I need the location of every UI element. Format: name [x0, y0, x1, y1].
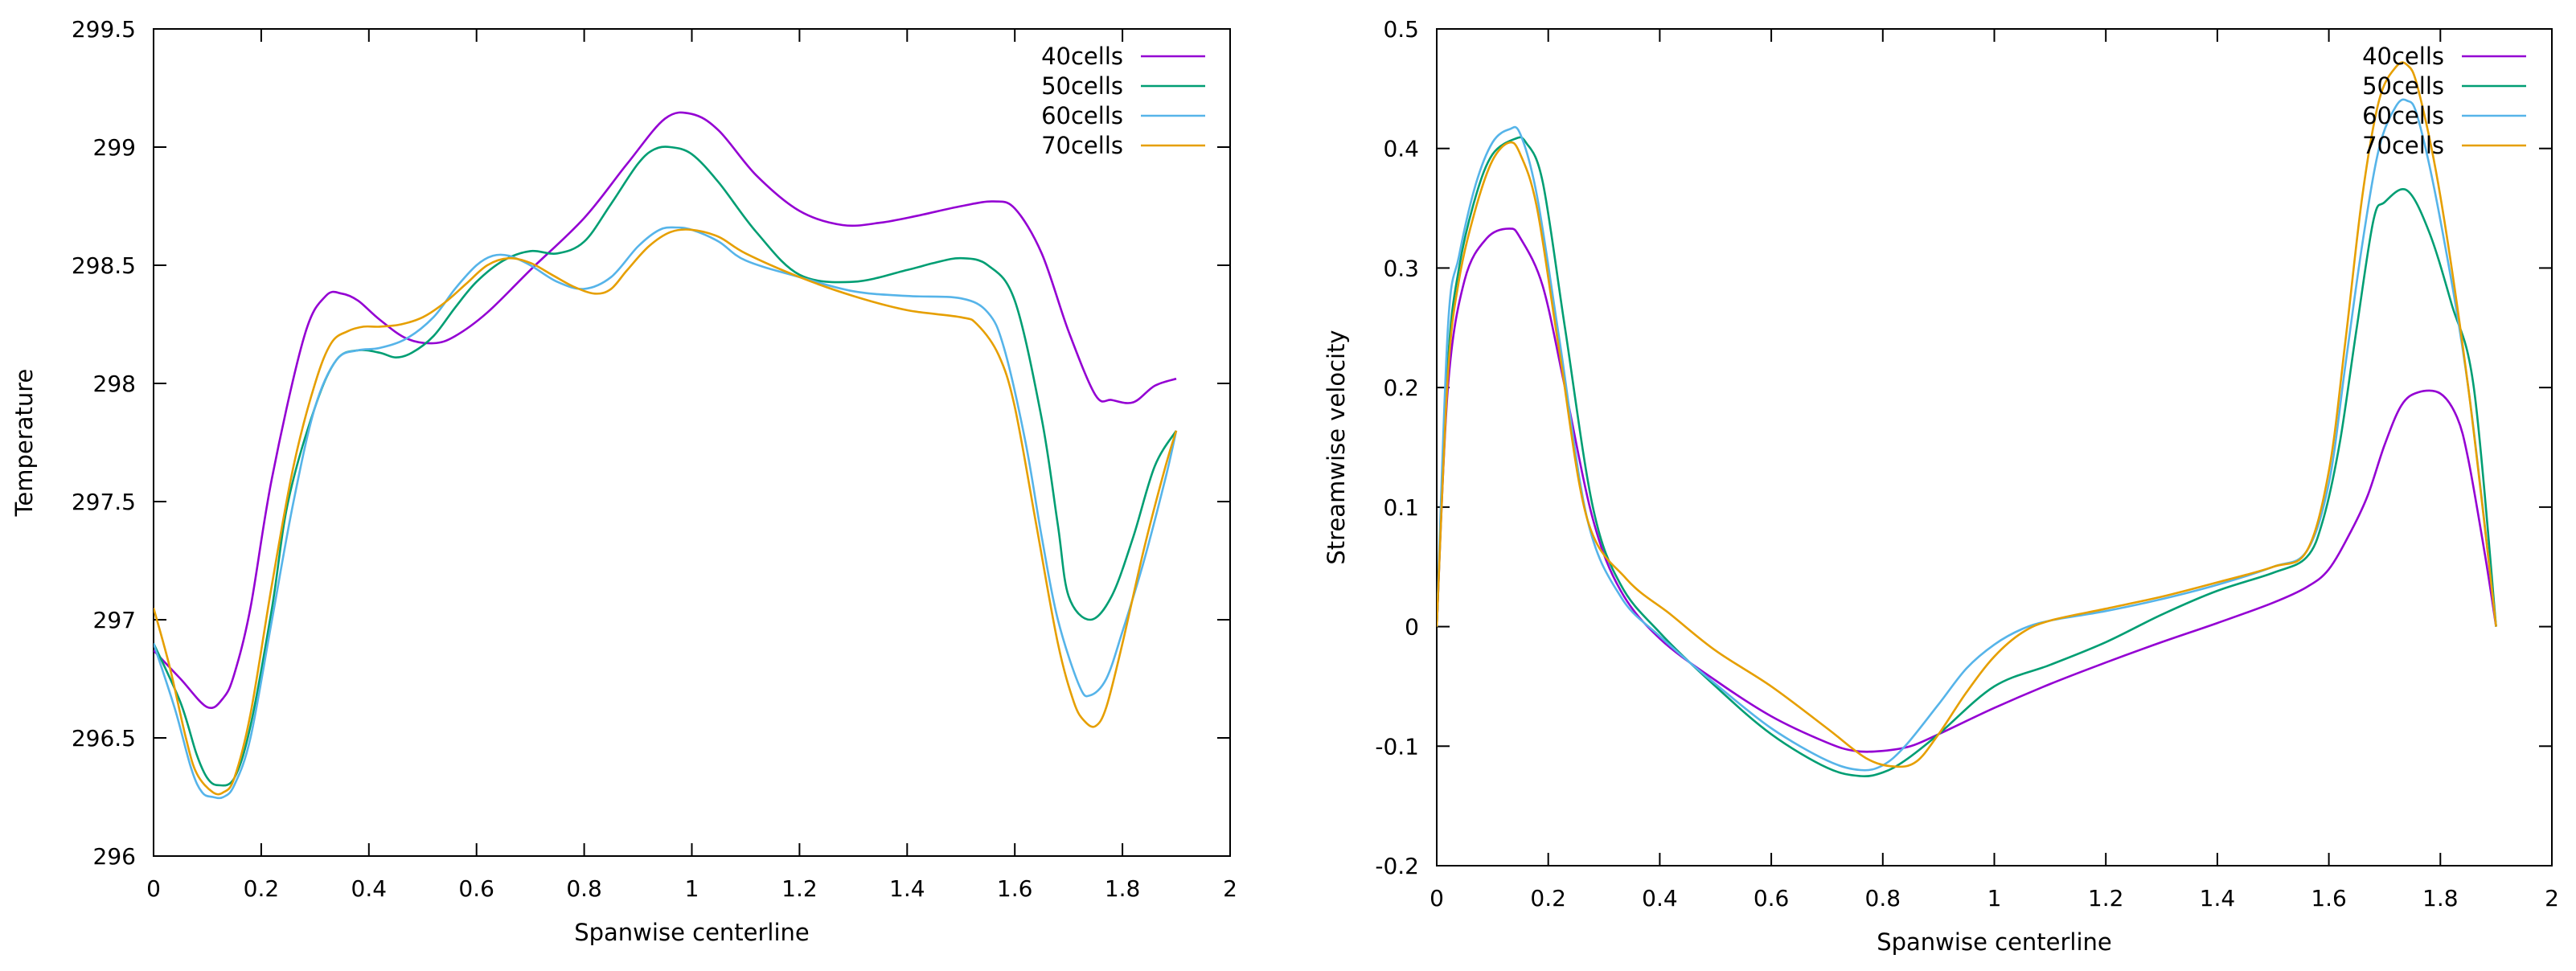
x-tick-label: 0.8 [566, 875, 602, 902]
y-tick-label: 0 [1405, 614, 1419, 641]
series-line-70cells [154, 228, 1178, 796]
x-tick-label: 0.6 [458, 875, 494, 902]
x-tick-label: 0.6 [1754, 885, 1790, 912]
x-tick-label: 0.4 [1642, 885, 1678, 912]
legend-label: 40cells [2362, 43, 2444, 70]
y-tick-label: 0.1 [1383, 494, 1419, 521]
y-tick-label: 299 [93, 134, 136, 161]
series-line-40cells [1437, 227, 2497, 753]
x-tick-label: 1.4 [2200, 885, 2236, 912]
y-tick-label: 297.5 [72, 489, 136, 515]
series-line-50cells [1437, 136, 2497, 778]
legend-label: 60cells [1041, 102, 1123, 129]
legend-label: 70cells [2362, 132, 2444, 159]
x-tick-label: 1 [1987, 885, 2002, 912]
series-line-50cells [154, 145, 1178, 787]
y-tick-label: 298.5 [72, 252, 136, 279]
y-axis-title: Streamwise velocity [1323, 330, 1350, 564]
series-line-70cells [1437, 61, 2497, 768]
x-tick-label: 1 [685, 875, 699, 902]
legend-label: 50cells [1041, 72, 1123, 100]
legend-label: 50cells [2362, 72, 2444, 100]
legend-label: 60cells [2362, 102, 2444, 129]
y-tick-label: 299.5 [72, 16, 136, 43]
x-tick-label: 1.2 [2088, 885, 2124, 912]
x-tick-label: 1.2 [781, 875, 818, 902]
x-tick-label: 0 [146, 875, 161, 902]
series-line-60cells [1437, 98, 2497, 772]
y-tick-label: 0.5 [1383, 16, 1419, 43]
x-tick-label: 0.4 [351, 875, 388, 902]
x-tick-label: 1.8 [1105, 875, 1141, 902]
chart-2: 0 0.2 0.4 0.6 0.8 1 1.2 1.4 1.6 1.8 2 -0.2 -0.1 0 0.1 0… [1323, 16, 2559, 956]
x-tick-label: 0.2 [244, 875, 280, 902]
x-tick-label: 2 [1223, 875, 1237, 902]
x-tick-label: 0.8 [1865, 885, 1901, 912]
y-tick-label: 0.2 [1383, 375, 1419, 401]
x-tick-label: 1.6 [2311, 885, 2347, 912]
y-tick-label: 298 [93, 371, 136, 397]
series-line-40cells [154, 111, 1177, 709]
y-tick-label: 0.4 [1383, 136, 1419, 162]
chart-1: 0 0.2 0.4 0.6 0.8 1 1.2 1.4 1.6 1.8 2 296 296.5 297 29… [10, 16, 1237, 946]
y-tick-label: 297 [93, 607, 136, 633]
x-tick-label: 0 [1430, 885, 1444, 912]
y-tick-label: -0.2 [1375, 853, 1419, 879]
series-line-60cells [154, 226, 1178, 800]
y-tick-label: 0.3 [1383, 255, 1419, 281]
legend-label: 70cells [1041, 132, 1123, 159]
legend-label: 40cells [1041, 43, 1123, 70]
x-axis-title: Spanwise centerline [1877, 928, 2112, 956]
y-axis-title: Temperature [10, 369, 38, 518]
y-tick-label: -0.1 [1375, 733, 1419, 760]
y-tick-label: 296 [93, 843, 136, 870]
x-tick-label: 2 [2545, 885, 2559, 912]
x-tick-label: 1.4 [889, 875, 925, 902]
x-tick-label: 0.2 [1530, 885, 1566, 912]
x-tick-label: 1.6 [997, 875, 1033, 902]
x-axis-title: Spanwise centerline [574, 919, 810, 946]
x-tick-label: 1.8 [2422, 885, 2459, 912]
y-tick-label: 296.5 [72, 725, 136, 752]
